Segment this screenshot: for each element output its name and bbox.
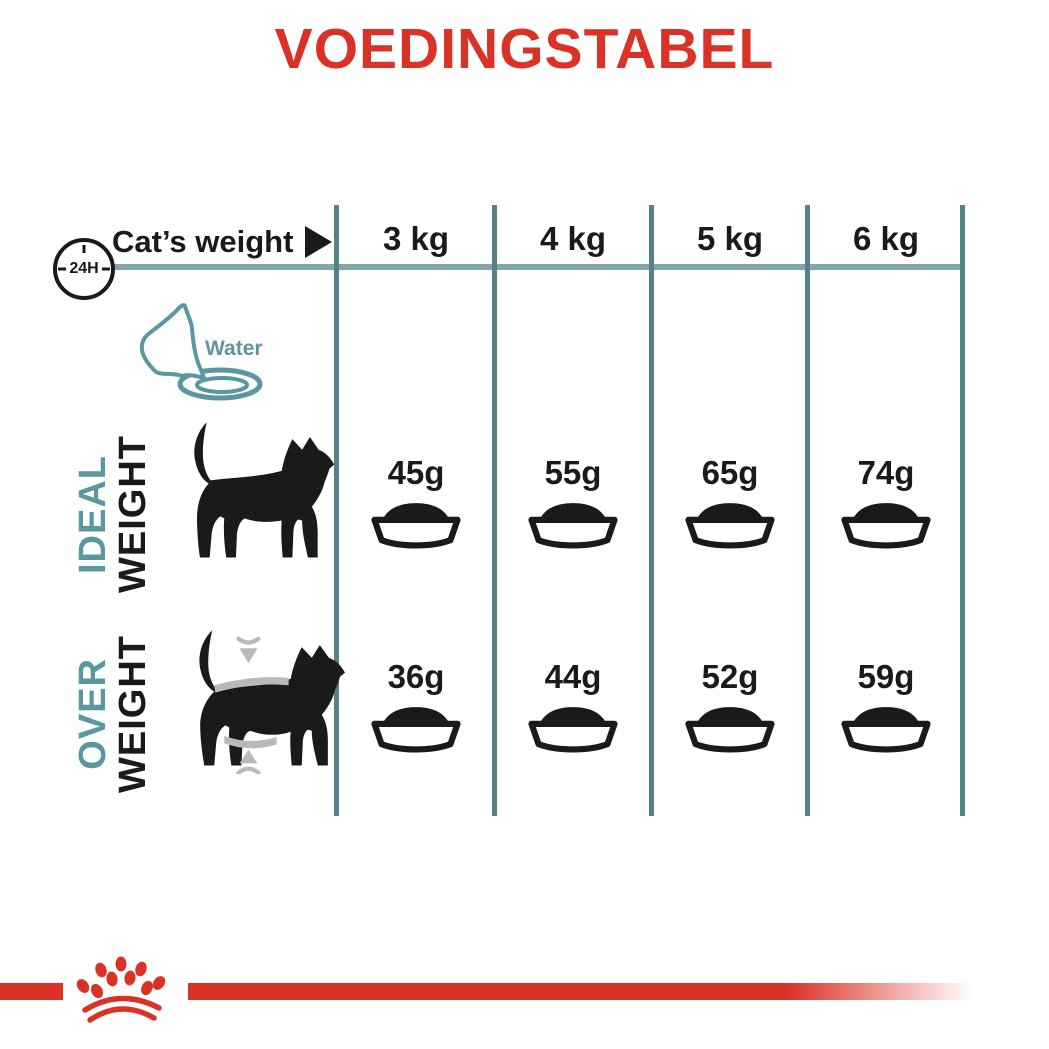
column-header-5kg: 5 kg xyxy=(696,220,764,257)
column-divider xyxy=(334,205,339,816)
portion-value: 44g xyxy=(544,658,602,695)
food-bowl-icon xyxy=(524,700,622,753)
portion-cell: 74g xyxy=(808,454,964,549)
portion-cell: 65g xyxy=(652,454,808,549)
table-header-rule xyxy=(85,264,963,270)
portion-value: 36g xyxy=(387,658,445,695)
page-title: VOEDINGSTABEL xyxy=(274,17,775,81)
food-bowl-icon xyxy=(837,700,935,753)
clock-tick xyxy=(82,245,86,253)
food-bowl-icon xyxy=(681,496,779,549)
portion-cell: 59g xyxy=(808,658,964,753)
brand-bar-right xyxy=(188,983,997,1000)
portion-cell: 36g xyxy=(338,658,494,753)
row-label-black: WEIGHT xyxy=(112,435,154,593)
food-bowl-icon xyxy=(367,700,465,753)
ideal-weight-cat-icon xyxy=(194,422,335,558)
row-label-accent: OVER xyxy=(72,658,115,770)
24h-clock-icon: 24H xyxy=(53,238,115,300)
portion-value: 59g xyxy=(857,658,915,695)
column-header-4kg: 4 kg xyxy=(539,220,607,257)
clock-tick xyxy=(58,267,66,271)
food-bowl-icon xyxy=(837,496,935,549)
cats-weight-label: Cat’s weight xyxy=(112,224,294,259)
corner-header: Cat’s weight xyxy=(112,224,333,260)
column-divider xyxy=(960,205,965,816)
portion-value: 55g xyxy=(544,454,602,491)
overweight-cat-icon xyxy=(199,630,345,774)
portion-cell: 44g xyxy=(495,658,651,753)
row-label-black: WEIGHT xyxy=(112,635,154,793)
brand-bar-left xyxy=(0,983,63,1000)
column-divider xyxy=(492,205,497,816)
portion-value: 65g xyxy=(701,454,759,491)
column-header-3kg: 3 kg xyxy=(382,220,450,257)
column-divider xyxy=(805,205,810,816)
clock-tick xyxy=(102,267,110,271)
portion-value: 74g xyxy=(857,454,915,491)
water-jug-bowl-icon xyxy=(139,303,263,401)
row-label-ideal-weight: IDEAL WEIGHT xyxy=(60,428,168,600)
portion-cell: 45g xyxy=(338,454,494,549)
row-label-over-weight: OVER WEIGHT xyxy=(60,626,168,802)
food-bowl-icon xyxy=(681,700,779,753)
row-label-accent: IDEAL xyxy=(72,454,115,574)
food-bowl-icon xyxy=(367,496,465,549)
right-arrow-icon xyxy=(305,226,333,258)
portion-cell: 52g xyxy=(652,658,808,753)
royal-canin-crown-icon xyxy=(76,956,166,1023)
portion-cell: 55g xyxy=(495,454,651,549)
clock-label: 24H xyxy=(69,260,99,277)
food-bowl-icon xyxy=(524,496,622,549)
portion-value: 52g xyxy=(701,658,759,695)
water-label: Water xyxy=(205,337,263,360)
column-header-6kg: 6 kg xyxy=(852,220,920,257)
column-divider xyxy=(649,205,654,816)
portion-value: 45g xyxy=(387,454,445,491)
